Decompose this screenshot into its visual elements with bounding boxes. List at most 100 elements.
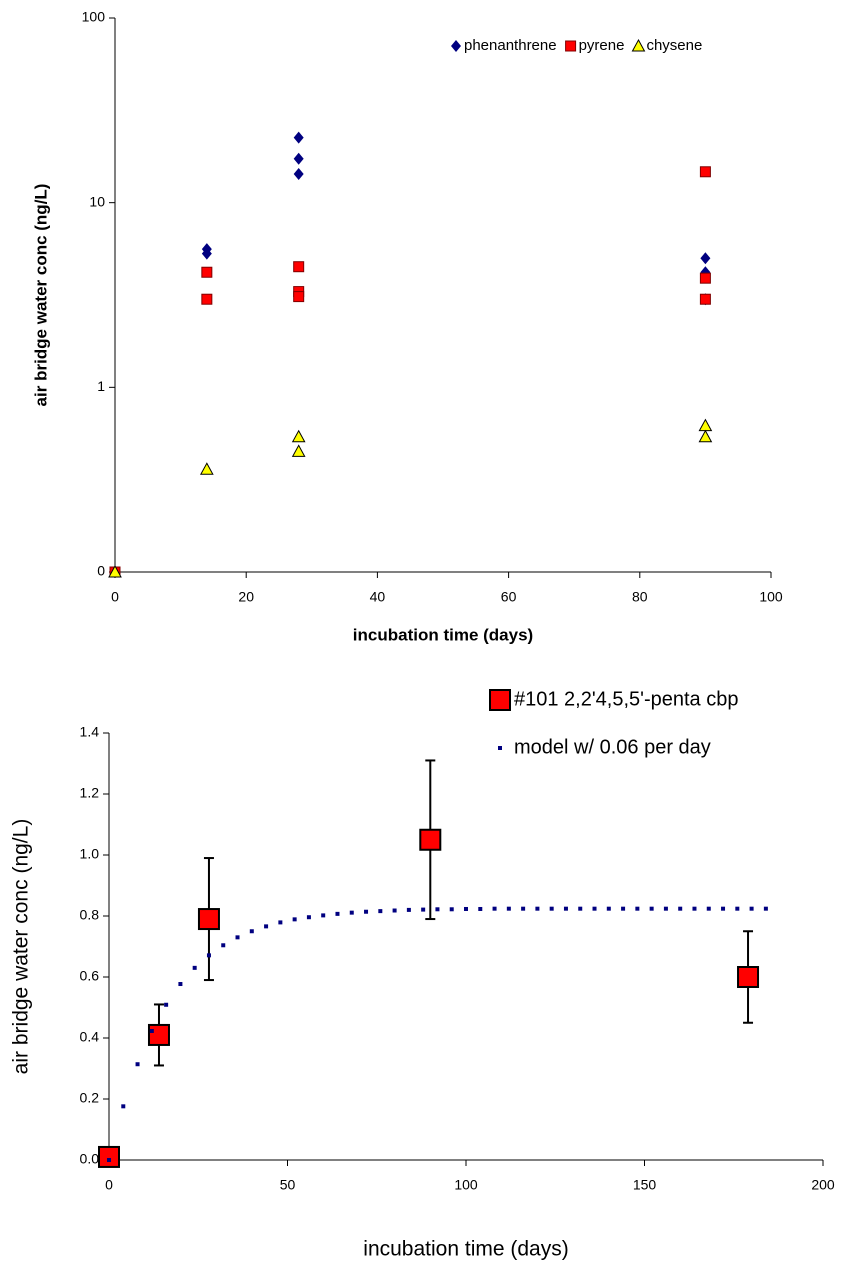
point — [206, 953, 211, 958]
legend-label: pyrene — [579, 37, 625, 54]
point — [435, 907, 440, 912]
point — [699, 272, 711, 284]
point — [521, 906, 526, 911]
x-tick-label: 100 — [759, 589, 783, 605]
point — [635, 906, 640, 911]
point — [192, 965, 197, 970]
point — [699, 166, 711, 178]
point — [563, 906, 568, 911]
point — [121, 1104, 126, 1109]
point — [349, 910, 354, 915]
point — [621, 906, 626, 911]
legend-marker — [565, 40, 577, 52]
point — [293, 131, 304, 144]
point — [721, 906, 726, 911]
x-tick-label: 20 — [238, 589, 254, 605]
point — [478, 906, 483, 911]
point — [291, 444, 306, 457]
y-tick-label: 100 — [82, 9, 106, 25]
x-tick-label: 80 — [632, 589, 648, 605]
y-tick-label: 0.6 — [80, 968, 100, 984]
point — [706, 906, 711, 911]
y-tick-label: 0 — [97, 563, 105, 579]
point — [735, 906, 740, 911]
y-axis-label: air bridge water conc (ng/L) — [31, 184, 50, 407]
y-tick-label: 0.8 — [80, 907, 100, 923]
point — [199, 462, 214, 475]
x-tick-label: 60 — [501, 589, 517, 605]
legend-marker — [631, 38, 646, 52]
y-tick-label: 1 — [97, 378, 105, 394]
x-tick-label: 150 — [633, 1177, 657, 1193]
x-tick-label: 0 — [111, 589, 119, 605]
x-axis-label: incubation time (days) — [363, 1238, 568, 1261]
point — [492, 906, 497, 911]
point — [698, 418, 713, 432]
point — [149, 1028, 154, 1033]
legend-label: phenanthrene — [464, 37, 557, 54]
point — [592, 906, 597, 911]
x-tick-label: 40 — [370, 589, 386, 605]
y-tick-label: 1.2 — [80, 785, 100, 801]
point — [221, 943, 226, 948]
point — [737, 966, 760, 988]
point — [663, 906, 668, 911]
point — [293, 167, 304, 180]
point — [135, 1062, 140, 1067]
point — [506, 906, 511, 911]
point — [293, 261, 305, 273]
point — [108, 564, 122, 578]
point — [293, 152, 304, 165]
point — [606, 906, 611, 911]
point — [449, 907, 454, 912]
point — [406, 907, 411, 912]
point — [578, 906, 583, 911]
point — [306, 915, 311, 920]
point — [699, 293, 711, 305]
x-tick-label: 200 — [811, 1177, 835, 1193]
point — [649, 906, 654, 911]
point — [201, 247, 212, 260]
point — [364, 909, 369, 914]
point — [698, 429, 713, 443]
point — [378, 909, 383, 914]
point — [235, 935, 240, 940]
legend-marker — [451, 40, 461, 52]
y-tick-label: 1.4 — [80, 724, 100, 740]
point — [178, 982, 183, 987]
x-axis-label: incubation time (days) — [353, 625, 533, 644]
legend-label: chysene — [646, 37, 702, 54]
x-tick-label: 100 — [454, 1177, 478, 1193]
point — [763, 906, 768, 911]
point — [278, 920, 283, 925]
point — [421, 907, 426, 912]
legend-marker — [498, 746, 502, 750]
legend-marker — [489, 689, 511, 711]
y-tick-label: 1.0 — [80, 846, 100, 862]
point — [749, 906, 754, 911]
point — [197, 908, 220, 931]
point — [700, 252, 711, 265]
point — [321, 913, 326, 918]
point — [201, 266, 213, 278]
y-axis-label: air bridge water conc (ng/L) — [10, 819, 33, 1075]
x-tick-label: 0 — [105, 1177, 113, 1193]
legend-label: #101 2,2'4,5,5'-penta cbp — [514, 688, 738, 710]
point — [678, 906, 683, 911]
point — [264, 924, 269, 929]
point — [291, 429, 306, 443]
legend-label: model w/ 0.06 per day — [514, 736, 711, 758]
point — [292, 917, 297, 922]
point — [147, 1023, 170, 1046]
point — [535, 906, 540, 911]
y-tick-label: 0.4 — [80, 1029, 100, 1045]
point — [335, 911, 340, 916]
point — [107, 1158, 111, 1162]
point — [249, 929, 254, 934]
point — [98, 1145, 120, 1168]
point — [392, 908, 397, 913]
point — [164, 1002, 169, 1007]
point — [293, 291, 305, 303]
point — [419, 828, 442, 851]
